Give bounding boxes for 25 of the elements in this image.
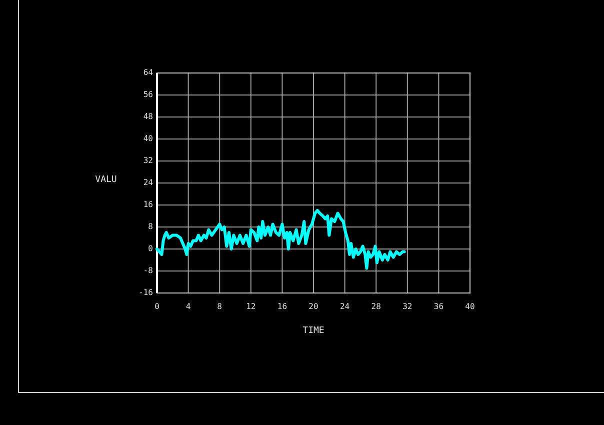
x-tick-label: 24 [340, 302, 350, 311]
x-tick-label: 36 [434, 302, 444, 311]
x-tick-label: 16 [277, 302, 288, 311]
x-tick-label: 28 [371, 302, 382, 311]
y-tick-label: -16 [138, 288, 154, 298]
x-tick-label: 40 [465, 302, 475, 311]
x-tick-label: 20 [308, 302, 318, 311]
y-tick-label: -8 [143, 266, 154, 276]
x-tick-label: 12 [246, 302, 256, 311]
x-tick-label: 4 [186, 302, 191, 311]
x-tick-label: 8 [217, 302, 222, 311]
y-axis-title: VALU [95, 175, 117, 185]
y-tick-label: 64 [143, 68, 154, 78]
y-tick-label: 16 [143, 200, 154, 210]
y-tick-label: 32 [143, 156, 154, 166]
y-tick-label: 48 [143, 112, 154, 122]
y-tick-label: 24 [143, 178, 154, 188]
x-axis-title: TIME [302, 326, 324, 336]
y-tick-label: 56 [143, 90, 154, 100]
y-tick-label: 0 [148, 244, 154, 254]
x-tick-label: 0 [154, 302, 160, 311]
y-tick-label: 40 [143, 134, 154, 144]
x-tick-label: 32 [402, 302, 412, 311]
y-tick-label: 8 [148, 222, 154, 232]
line-series [156, 209, 406, 270]
